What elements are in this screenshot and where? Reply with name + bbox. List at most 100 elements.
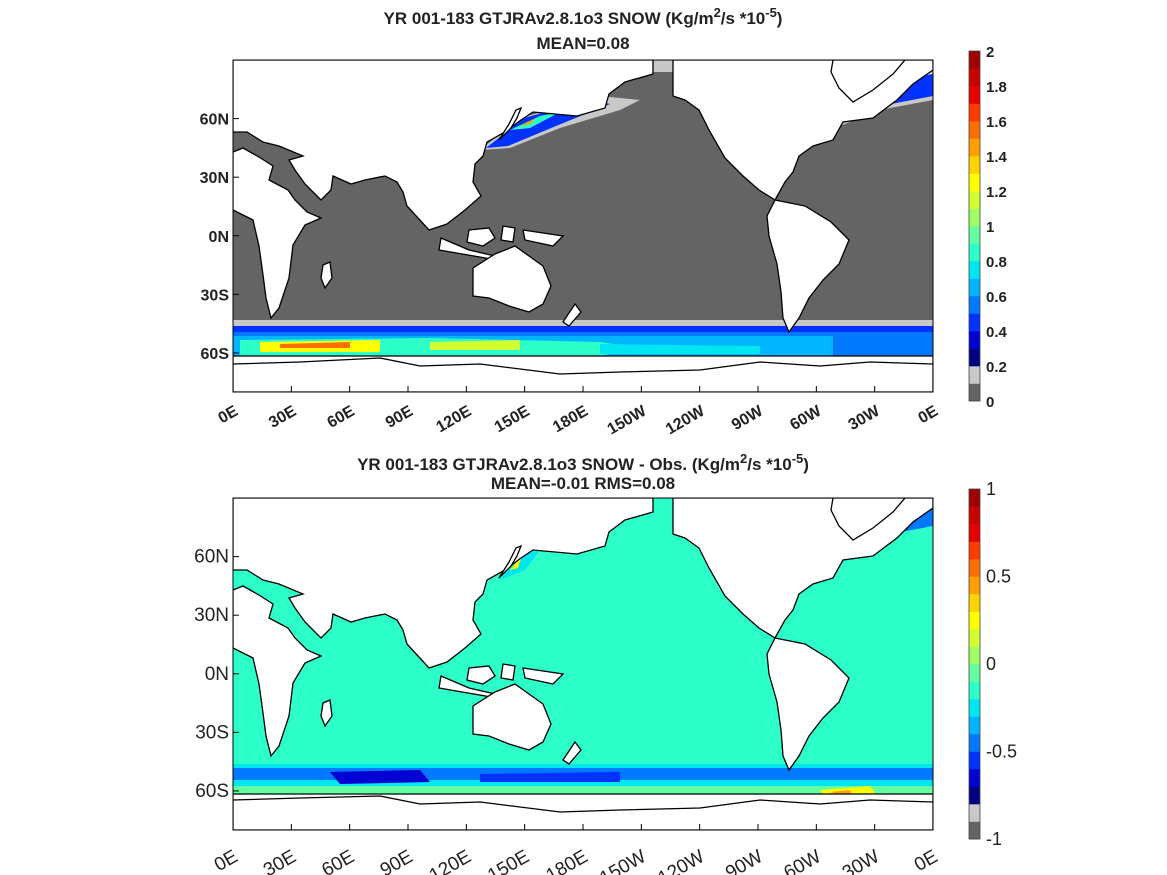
bottom-lat-labels: 60N 30N 0N 30S 60S <box>194 547 239 802</box>
bottom-colorbar-swatch <box>969 576 980 595</box>
top-lat-tick-label: 0N <box>209 229 229 246</box>
bottom-lon-tick-label: 30W <box>839 846 883 875</box>
bottom-colorbar-swatch <box>969 489 980 507</box>
bottom-colorbar-swatch <box>969 804 980 822</box>
bottom-lat-tick-label: 30N <box>194 605 229 626</box>
bottom-colorbar-swatch <box>969 699 980 717</box>
top-colorbar-swatch <box>969 103 980 122</box>
bottom-lon-tick-label: 0E <box>211 846 242 875</box>
bottom-colorbar-label: 0 <box>986 654 996 674</box>
bottom-colorbar-swatch <box>969 524 980 542</box>
top-colorbar-swatch <box>969 86 980 104</box>
bottom-lon-tick-label: 180E <box>543 846 592 875</box>
top-colorbar-swatch <box>969 51 980 69</box>
top-lon-tick-label: 30E <box>266 403 299 432</box>
bottom-colorbar-label: 1 <box>986 479 996 499</box>
bottom-colorbar-swatch <box>969 559 980 577</box>
top-panel: YR 001-183 GTJRAv2.8.1o3 SNOW (Kg/m2/s *… <box>200 5 1008 438</box>
top-colorbar-label: 0.2 <box>986 359 1007 376</box>
bottom-colorbar-swatch <box>969 629 980 647</box>
top-colorbar-label: 0 <box>986 394 994 411</box>
top-lat-tick-label: 30N <box>200 170 229 187</box>
bottom-lon-tick-label: 120E <box>426 846 475 875</box>
bottom-title-line2: MEAN=-0.01 RMS=0.08 <box>491 474 675 493</box>
top-lat-tick-label: 60S <box>201 346 230 363</box>
top-colorbar-swatch <box>969 366 980 384</box>
bottom-colorbar: 1 0.5 0 -0.5 -1 <box>968 479 1017 849</box>
bottom-colorbar-label: 0.5 <box>986 567 1011 587</box>
top-lon-tick-label: 120E <box>433 403 474 437</box>
bottom-lon-tick-label: 60W <box>780 846 824 875</box>
bottom-lon-tick-label: 30E <box>260 846 300 875</box>
top-colorbar-frame <box>968 50 981 402</box>
top-lon-tick-label: 30W <box>846 402 884 434</box>
top-lon-tick-label: 180E <box>550 403 591 437</box>
top-colorbar-label: 1.2 <box>986 184 1007 201</box>
top-colorbar-label: 1.4 <box>986 149 1008 166</box>
top-colorbar-swatch <box>969 261 980 279</box>
top-colorbar-label: 0.8 <box>986 254 1007 271</box>
top-lon-tick-label: 0E <box>916 403 942 428</box>
bottom-lon-tick-label: 90E <box>377 846 417 875</box>
top-colorbar: 0 0.2 0.4 0.6 0.8 1 1.2 1.4 1.6 1.8 2 <box>968 44 1008 411</box>
top-colorbar-swatch <box>969 383 980 402</box>
top-lon-tick-label: 150E <box>492 403 533 437</box>
bottom-colorbar-swatch <box>969 611 980 630</box>
bottom-colorbar-swatch <box>969 821 980 840</box>
bottom-colorbar-swatch <box>969 594 980 612</box>
top-colorbar-swatch <box>969 226 980 244</box>
bottom-colorbar-swatch <box>969 506 980 525</box>
bottom-colorbar-swatch <box>969 681 980 700</box>
top-colorbar-swatch <box>969 331 980 349</box>
bottom-lon-tick-label: 150W <box>596 846 650 875</box>
top-colorbar-swatch <box>969 156 980 174</box>
top-title-line1: YR 001-183 GTJRAv2.8.1o3 SNOW (Kg/m2/s *… <box>384 5 783 28</box>
top-lon-tick-label: 60W <box>787 402 825 434</box>
bottom-colorbar-swatch <box>969 769 980 787</box>
top-lon-tick-label: 60E <box>325 403 358 432</box>
top-colorbar-swatch <box>969 68 980 87</box>
bottom-lat-tick-label: 60N <box>194 547 229 568</box>
top-lat-tick-label: 30S <box>201 287 230 304</box>
bottom-lon-tick-label: 150E <box>484 846 533 875</box>
bottom-lon-labels: 0E 30E 60E 90E 120E 150E 180E 150W 120W 90W 60W 30W… <box>211 824 942 875</box>
top-lon-tick-label: 120W <box>663 402 708 438</box>
top-colorbar-swatch <box>969 138 980 157</box>
top-colorbar-label: 1.8 <box>986 79 1007 96</box>
top-colorbar-label: 1.6 <box>986 114 1007 131</box>
bottom-colorbar-swatch <box>969 734 980 752</box>
bottom-colorbar-swatch <box>969 664 980 682</box>
bottom-panel: YR 001-183 GTJRAv2.8.1o3 SNOW - Obs. (Kg… <box>194 451 1017 875</box>
top-lon-tick-label: 0E <box>216 403 242 428</box>
bottom-lat-tick-label: 60S <box>195 781 229 802</box>
bottom-colorbar-swatch <box>969 716 980 735</box>
top-title-line2: MEAN=0.08 <box>536 34 629 53</box>
bottom-colorbar-swatch <box>969 751 980 770</box>
top-colorbar-swatch <box>969 173 980 192</box>
top-colorbar-swatch <box>969 121 980 139</box>
bottom-lon-tick-label: 0E <box>911 846 942 875</box>
bottom-colorbar-swatch <box>969 541 980 560</box>
bottom-map-field <box>233 498 933 830</box>
bottom-lon-tick-label: 120W <box>655 846 709 875</box>
top-colorbar-label: 2 <box>986 44 994 61</box>
top-lon-tick-label: 90E <box>383 403 416 432</box>
bottom-lon-tick-label: 60E <box>318 846 358 875</box>
bottom-lat-tick-label: 30S <box>195 722 229 743</box>
top-colorbar-swatch <box>969 243 980 262</box>
top-colorbar-swatch <box>969 348 980 367</box>
bottom-title-line1: YR 001-183 GTJRAv2.8.1o3 SNOW - Obs. (Kg… <box>357 451 809 474</box>
top-colorbar-swatch <box>969 296 980 314</box>
bottom-colorbar-swatch <box>969 786 980 805</box>
top-lon-tick-label: 150W <box>605 402 650 438</box>
top-colorbar-label: 0.4 <box>986 324 1008 341</box>
bottom-colorbar-label: -0.5 <box>986 742 1017 762</box>
top-colorbar-label: 1 <box>986 219 994 236</box>
top-colorbar-swatch <box>969 278 980 297</box>
bottom-colorbar-frame <box>968 488 981 840</box>
top-colorbar-swatch <box>969 191 980 209</box>
top-colorbar-swatch <box>969 313 980 332</box>
bottom-lon-tick-label: 90W <box>722 846 766 875</box>
top-colorbar-swatch <box>969 208 980 227</box>
